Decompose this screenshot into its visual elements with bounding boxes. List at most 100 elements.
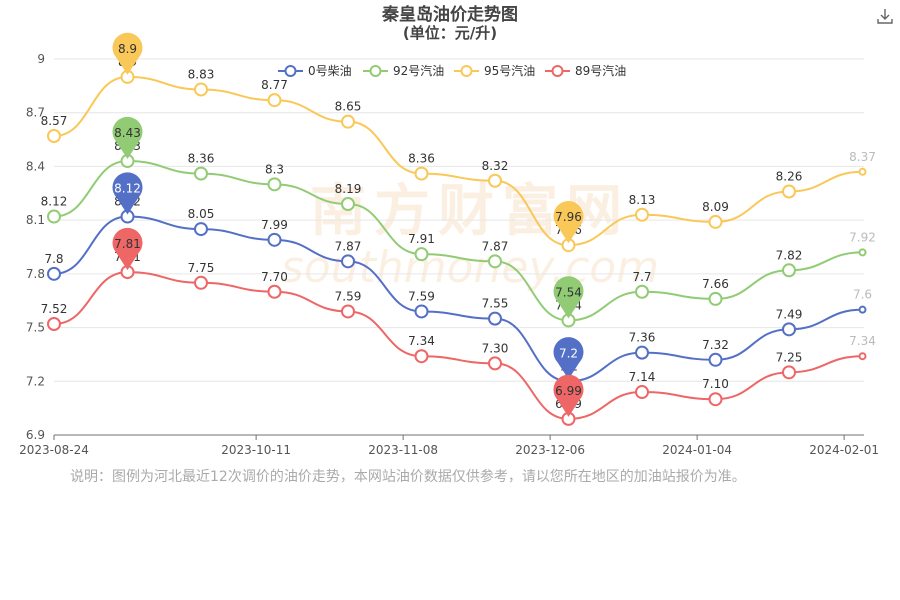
pin-label: 7.81 (114, 237, 141, 251)
data-label: 7.91 (408, 232, 435, 246)
data-point[interactable] (635, 284, 649, 299)
max-pin: 8.12 (112, 172, 143, 215)
pin-label: 8.43 (114, 126, 141, 140)
data-label: 7.66 (702, 277, 729, 291)
legend[interactable]: 0号柴油 92号汽油 95号汽油 89号汽油 (278, 63, 626, 78)
data-point[interactable] (47, 209, 61, 224)
data-point[interactable] (267, 232, 282, 247)
data-label: 8.36 (408, 152, 435, 166)
min-pin: 7.96 (553, 201, 584, 244)
data-label: 8.83 (188, 67, 215, 81)
data-label: 7.87 (335, 239, 362, 253)
data-label: 7.36 (629, 331, 656, 345)
data-point[interactable] (194, 222, 208, 237)
data-point[interactable] (635, 385, 649, 400)
data-label: 8.09 (702, 200, 729, 214)
x-tick-label: 2023-11-08 (368, 443, 438, 457)
data-point[interactable] (267, 93, 282, 108)
data-point[interactable] (635, 345, 649, 360)
data-label: 8.37 (849, 150, 876, 164)
data-label: 8.65 (335, 100, 362, 114)
data-point[interactable] (47, 316, 61, 331)
data-point[interactable] (858, 305, 867, 314)
legend-item[interactable]: 0号柴油 (278, 64, 352, 78)
series-line (53, 75, 863, 247)
legend-label: 0号柴油 (308, 64, 352, 78)
data-point[interactable] (635, 207, 649, 222)
pin-shape (553, 374, 584, 417)
data-point[interactable] (194, 166, 208, 181)
data-point[interactable] (341, 304, 355, 319)
data-label: 7.32 (702, 338, 729, 352)
x-tick-label: 2024-01-04 (662, 443, 732, 457)
legend-label: 92号汽油 (393, 63, 444, 78)
data-point[interactable] (47, 266, 61, 281)
data-point[interactable] (708, 392, 723, 407)
data-label: 8.05 (188, 207, 215, 221)
data-point[interactable] (414, 166, 429, 181)
data-point[interactable] (782, 263, 796, 278)
download-icon[interactable] (875, 6, 895, 26)
data-point[interactable] (858, 167, 867, 176)
data-label: 8.19 (335, 182, 362, 196)
pin-label: 8.12 (114, 182, 141, 196)
series-line (53, 271, 863, 420)
y-tick-label: 7.8 (26, 267, 45, 281)
data-label: 7.52 (41, 302, 68, 316)
legend-marker (284, 65, 297, 77)
data-point[interactable] (708, 214, 723, 229)
data-point[interactable] (414, 247, 429, 262)
x-tick-label: 2023-12-06 (515, 443, 585, 457)
data-point[interactable] (708, 291, 723, 306)
data-point[interactable] (267, 177, 282, 192)
footnote: 说明：图例为河北最近12次调价的油价走势，本网站油价数据仅供参考，请以您所在地区… (70, 469, 746, 485)
data-label: 8.32 (482, 159, 509, 173)
pin-label: 6.99 (555, 384, 582, 398)
watermark: 南方财富网 southmoney.com (281, 179, 659, 293)
data-label: 7.25 (776, 350, 803, 364)
data-point[interactable] (414, 304, 429, 319)
pin-label: 7.96 (555, 210, 582, 224)
legend-item[interactable]: 95号汽油 (454, 63, 535, 78)
data-point[interactable] (488, 173, 502, 188)
data-label: 7.55 (482, 297, 509, 311)
data-point[interactable] (782, 365, 796, 380)
y-tick-label: 7.5 (26, 321, 45, 335)
pin-label: 8.9 (118, 42, 137, 56)
data-label: 8.57 (41, 114, 68, 128)
data-point[interactable] (782, 322, 796, 337)
data-point[interactable] (858, 248, 867, 257)
data-label: 7.70 (261, 270, 288, 284)
data-point[interactable] (488, 311, 502, 326)
data-point[interactable] (47, 128, 61, 143)
chart-title: 秦皇岛油价走势图 (382, 4, 518, 25)
legend-marker (460, 65, 473, 77)
data-label: 7.82 (776, 248, 803, 262)
y-tick-label: 9 (37, 52, 45, 66)
data-point[interactable] (782, 184, 796, 199)
max-pin: 8.43 (112, 116, 143, 160)
data-label: 8.3 (265, 162, 284, 176)
data-point[interactable] (341, 197, 355, 212)
data-point[interactable] (858, 352, 867, 361)
data-point[interactable] (708, 352, 723, 367)
pin-shape (112, 172, 143, 215)
data-label: 7.10 (702, 377, 729, 391)
data-point[interactable] (488, 254, 502, 269)
data-point[interactable] (341, 114, 355, 129)
data-point[interactable] (341, 254, 355, 269)
data-point[interactable] (267, 284, 282, 299)
data-point[interactable] (194, 82, 208, 97)
data-label: 8.13 (629, 193, 656, 207)
data-point[interactable] (194, 275, 208, 290)
data-point[interactable] (414, 349, 429, 364)
legend-item[interactable]: 89号汽油 (545, 63, 626, 78)
data-label: 7.34 (408, 334, 435, 348)
data-point[interactable] (488, 356, 502, 371)
data-label: 8.12 (41, 195, 68, 209)
data-label: 7.87 (482, 239, 509, 253)
pin-shape (553, 337, 584, 380)
legend-item[interactable]: 92号汽油 (363, 63, 444, 78)
pin-shape (553, 201, 584, 244)
